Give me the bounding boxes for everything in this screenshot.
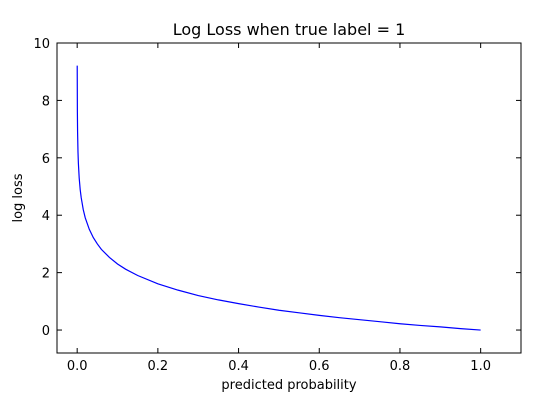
- series-layer: [76, 65, 481, 331]
- y-axis-label: log loss: [11, 173, 26, 222]
- chart-title: Log Loss when true label = 1: [173, 20, 406, 39]
- x-tick-label: 0.6: [309, 359, 330, 374]
- plot-frame: [56, 42, 522, 354]
- x-tick-label: 1.0: [470, 359, 491, 374]
- y-tick-label: 0: [42, 324, 50, 339]
- y-tick-label: 4: [42, 209, 50, 224]
- x-tick-label: 0.8: [390, 359, 411, 374]
- x-axis-label: predicted probability: [221, 378, 356, 393]
- x-tick-label: 0.4: [228, 359, 249, 374]
- y-tick-label: 6: [42, 152, 50, 167]
- log-loss-curve: [76, 65, 481, 331]
- y-tick-label: 2: [42, 267, 50, 282]
- x-tick-label: 0.0: [67, 359, 88, 374]
- y-tick-label: 8: [42, 94, 50, 109]
- x-tick-label: 0.2: [148, 359, 169, 374]
- ticks-layer: 0.0 0.2 0.4 0.6 0.8 1.0 0 2 4 6 8 10: [33, 37, 521, 374]
- y-tick-label: 10: [33, 37, 50, 52]
